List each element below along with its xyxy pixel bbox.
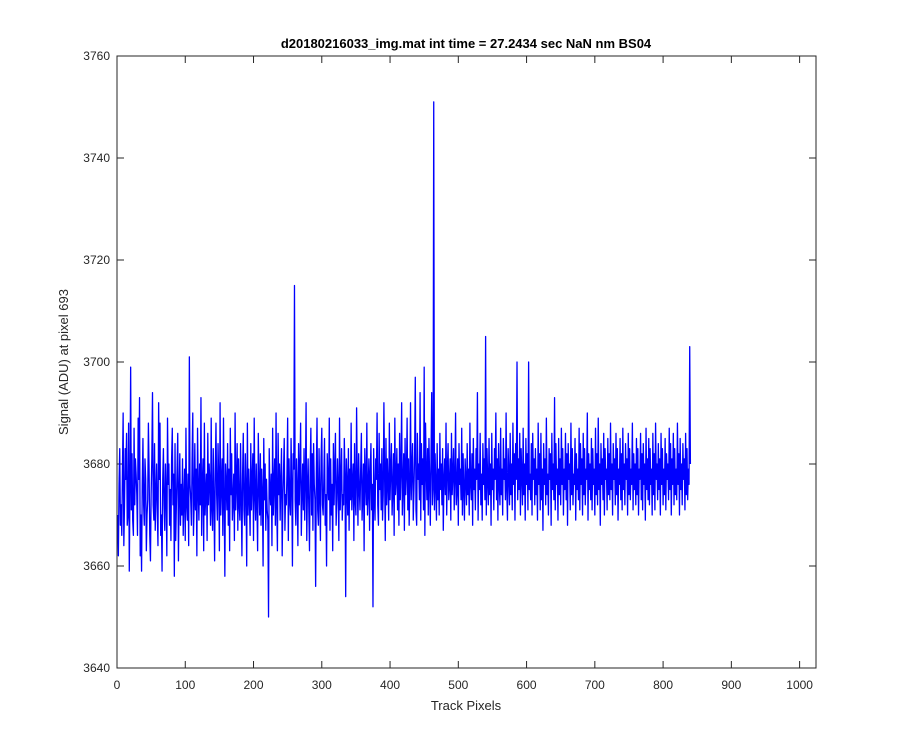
x-tick-label: 900	[721, 678, 741, 692]
y-tick-label: 3760	[83, 49, 110, 63]
axes-box	[116, 55, 817, 669]
x-tick-label: 500	[448, 678, 468, 692]
x-tick-label: 0	[114, 678, 121, 692]
series-line-0	[117, 101, 692, 618]
series-layer	[117, 101, 692, 618]
y-axis-ticks: 3640 3660 3680 3700 3720 3740 3760	[83, 49, 816, 675]
y-tick-label: 3680	[83, 457, 110, 471]
y-tick-label: 3720	[83, 253, 110, 267]
x-tick-label: 400	[380, 678, 400, 692]
x-tick-label: 600	[517, 678, 537, 692]
y-tick-label: 3660	[83, 559, 110, 573]
x-axis-label: Track Pixels	[431, 698, 502, 713]
x-tick-label: 1000	[786, 678, 813, 692]
x-tick-label: 100	[175, 678, 195, 692]
y-tick-label: 3700	[83, 355, 110, 369]
x-tick-label: 700	[585, 678, 605, 692]
x-axis-ticks: 0 100 200 300 400 500 600 700 800 900 1000	[114, 56, 813, 692]
x-tick-label: 800	[653, 678, 673, 692]
y-axis-label: Signal (ADU) at pixel 693	[56, 289, 71, 435]
y-tick-label: 3740	[83, 151, 110, 165]
plot-area	[117, 56, 816, 668]
y-tick-label: 3640	[83, 661, 110, 675]
x-tick-label: 200	[244, 678, 264, 692]
chart-title: d20180216033_img.mat int time = 27.2434 …	[281, 36, 652, 51]
x-tick-label: 300	[312, 678, 332, 692]
